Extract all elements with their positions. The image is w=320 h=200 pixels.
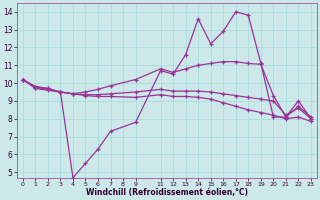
X-axis label: Windchill (Refroidissement éolien,°C): Windchill (Refroidissement éolien,°C): [86, 188, 248, 197]
